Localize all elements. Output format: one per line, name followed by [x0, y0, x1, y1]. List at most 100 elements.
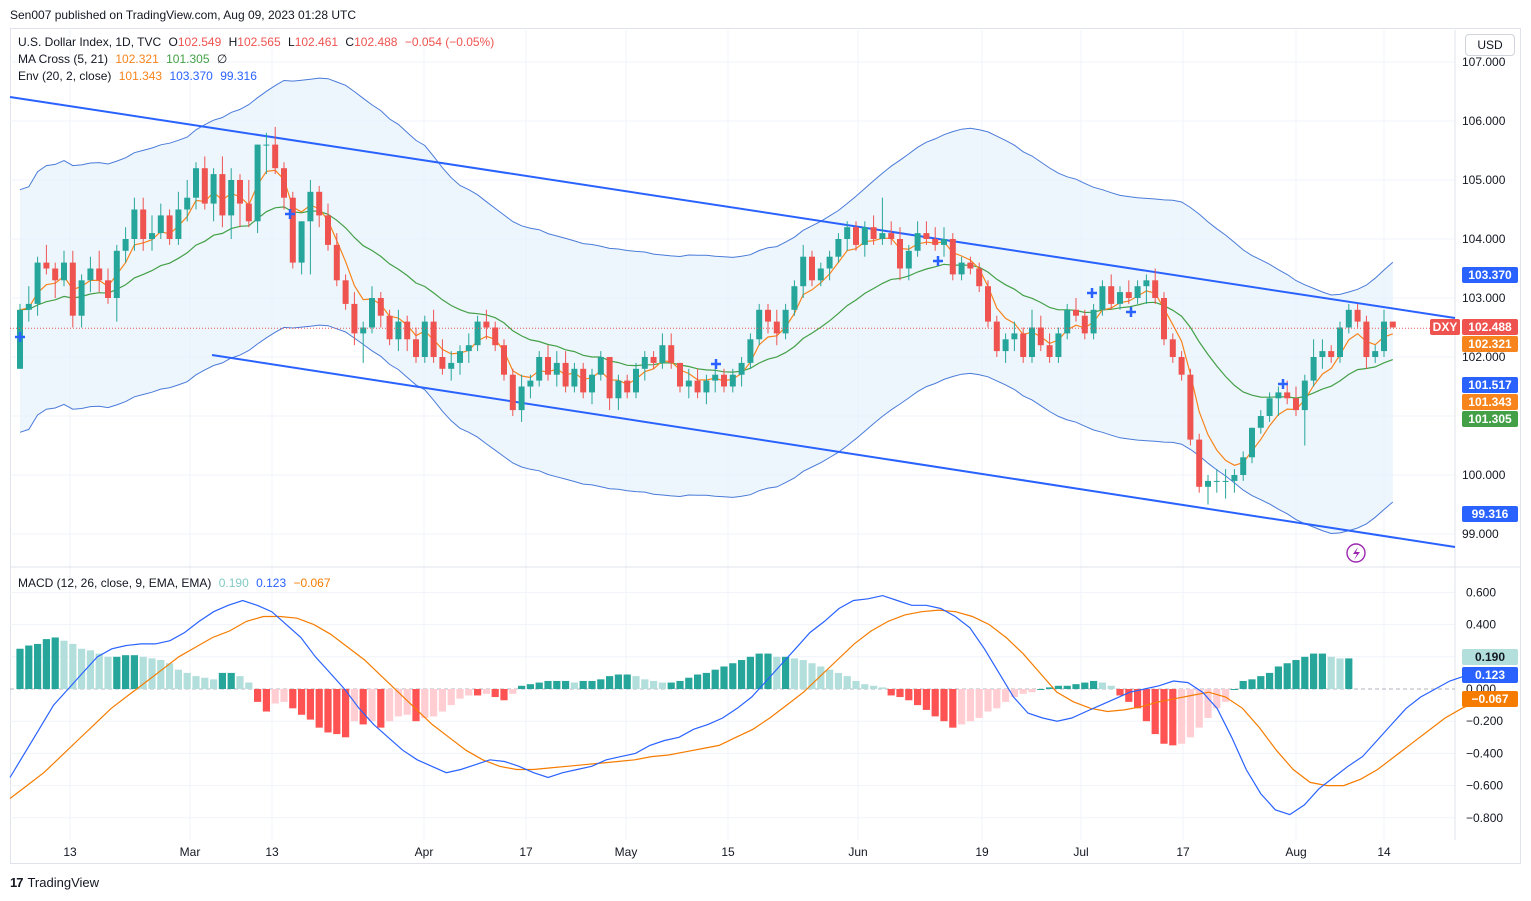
candle-body [157, 215, 164, 234]
candle-body [1222, 480, 1229, 482]
macd-histogram-bar [104, 656, 112, 689]
candle-body [1002, 339, 1009, 352]
ma-legend[interactable]: MA Cross (5, 21) 102.321 101.305 ∅ [18, 52, 231, 66]
env-legend[interactable]: Env (20, 2, close) 101.343 103.370 99.31… [18, 69, 261, 83]
macd-histogram-bar [500, 689, 508, 701]
env-mid-label: 101.343 [1462, 394, 1518, 410]
candle [413, 327, 419, 363]
candle [281, 162, 287, 210]
candle [272, 126, 279, 175]
candle [1257, 410, 1264, 434]
candle-body [465, 345, 472, 352]
price-tick-label: 107.000 [1462, 55, 1506, 69]
currency-button[interactable]: USD [1465, 34, 1515, 56]
macd-name: MACD (12, 26, close, 9, EMA, EMA) [18, 576, 212, 590]
candle-body [386, 315, 393, 340]
env-upper-label: 103.370 [1462, 267, 1518, 283]
candle [562, 351, 569, 393]
candle [386, 309, 393, 346]
macd-histogram-bar [1274, 666, 1282, 689]
candle [633, 362, 639, 399]
candle [694, 368, 701, 399]
macd-histogram-bar [702, 672, 710, 689]
candle [25, 286, 32, 322]
macd-histogram-bar [254, 689, 262, 702]
candle [1108, 274, 1115, 310]
ma-cross-marker-icon [1087, 288, 1097, 298]
footer-brand[interactable]: 17 TradingView [10, 875, 99, 890]
macd-histogram-bar [1116, 689, 1124, 696]
candle-body [1231, 475, 1238, 481]
candle-body [650, 357, 657, 363]
ma-name: MA Cross (5, 21) [18, 52, 109, 66]
candle [483, 309, 490, 340]
env-lower-label: 99.316 [1462, 506, 1518, 522]
svg-text:101.517: 101.517 [1468, 378, 1512, 392]
ma-cross-marker-icon [1126, 307, 1136, 317]
macd-legend[interactable]: MACD (12, 26, close, 9, EMA, EMA) 0.190 … [18, 576, 335, 590]
candle [703, 374, 710, 405]
candle-body [228, 180, 235, 216]
candle-body [1293, 398, 1299, 411]
tradingview-logo-icon: 17 [10, 875, 24, 890]
candle-body [430, 321, 437, 357]
candle-body [580, 368, 587, 393]
candle [949, 233, 956, 281]
macd-histogram-bar [1213, 689, 1221, 709]
macd-histogram-bar [122, 655, 130, 689]
candle [861, 221, 868, 257]
candle-body [25, 303, 32, 310]
candle [1266, 392, 1273, 422]
candle [1161, 292, 1167, 346]
time-tick-label: 17 [519, 845, 533, 859]
candle [1117, 286, 1123, 310]
candle-body [844, 227, 851, 239]
macd-histogram-bar [1107, 685, 1115, 689]
candle-body [1073, 309, 1079, 316]
price-tick-label: 103.000 [1462, 291, 1506, 305]
candle-body [791, 286, 798, 310]
candle [316, 185, 323, 228]
candle [369, 286, 375, 334]
candle [360, 321, 367, 363]
macd-histogram-bar [25, 645, 33, 689]
candle [105, 268, 111, 304]
macd-histogram-bar [843, 676, 851, 689]
candle [1090, 303, 1097, 340]
macd-histogram-bar [623, 674, 631, 689]
open-value: 102.549 [177, 35, 222, 49]
candle-body [949, 239, 956, 275]
candle-body [1389, 321, 1396, 328]
macd-histogram-bar [1098, 682, 1106, 689]
price-tick-label: 100.000 [1462, 468, 1506, 482]
macd-pane [9, 594, 1480, 816]
high-label: H [228, 35, 238, 49]
envelope-fill [20, 78, 1393, 534]
candle [1125, 280, 1132, 304]
candle-body [1029, 327, 1035, 357]
candle [377, 292, 384, 328]
candle [210, 168, 217, 222]
macd-histogram-bar [834, 672, 842, 689]
candle [298, 221, 305, 275]
candle [659, 333, 666, 369]
candle-body [281, 168, 287, 198]
time-tick-label: 15 [721, 845, 735, 859]
macd-histogram-bar [790, 658, 798, 689]
candle [677, 362, 683, 393]
candle-body [34, 262, 41, 304]
slow-ma-label: 101.305 [1462, 411, 1518, 427]
candle [237, 174, 243, 228]
lightning-icon [1346, 543, 1366, 563]
candle [122, 227, 129, 263]
candle-body [729, 374, 736, 387]
candle-body [941, 239, 947, 245]
macd-histogram-bar [271, 689, 279, 704]
candle-body [1310, 357, 1317, 381]
low-value: 102.461 [294, 35, 339, 49]
candle [844, 221, 851, 251]
macd-histogram-bar [1204, 689, 1212, 718]
candle [1275, 386, 1282, 416]
candle-body [272, 144, 279, 169]
